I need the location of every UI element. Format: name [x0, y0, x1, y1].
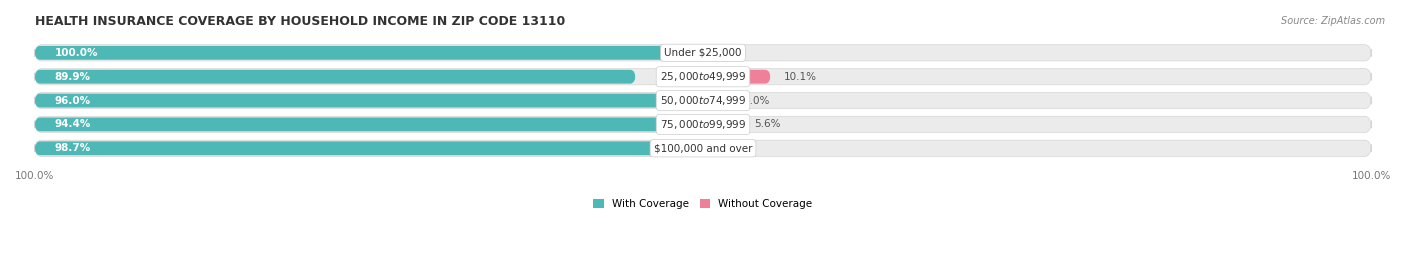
Text: 94.4%: 94.4%: [55, 119, 91, 129]
FancyBboxPatch shape: [703, 141, 711, 155]
FancyBboxPatch shape: [35, 140, 1371, 156]
FancyBboxPatch shape: [703, 117, 741, 131]
Text: 98.7%: 98.7%: [55, 143, 91, 153]
FancyBboxPatch shape: [35, 69, 1371, 85]
Text: Under $25,000: Under $25,000: [664, 48, 742, 58]
Text: $75,000 to $99,999: $75,000 to $99,999: [659, 118, 747, 131]
FancyBboxPatch shape: [35, 116, 1371, 133]
Text: $25,000 to $49,999: $25,000 to $49,999: [659, 70, 747, 83]
Text: 100.0%: 100.0%: [55, 48, 98, 58]
FancyBboxPatch shape: [35, 141, 695, 155]
Text: 5.6%: 5.6%: [754, 119, 780, 129]
FancyBboxPatch shape: [703, 94, 730, 107]
FancyBboxPatch shape: [35, 94, 676, 107]
FancyBboxPatch shape: [35, 45, 1371, 61]
Text: 96.0%: 96.0%: [55, 96, 91, 106]
FancyBboxPatch shape: [35, 117, 665, 131]
Text: 10.1%: 10.1%: [785, 72, 817, 82]
Text: 1.3%: 1.3%: [725, 143, 752, 153]
Text: 89.9%: 89.9%: [55, 72, 91, 82]
FancyBboxPatch shape: [35, 70, 636, 84]
Text: 0.0%: 0.0%: [717, 48, 742, 58]
Text: 4.0%: 4.0%: [744, 96, 769, 106]
FancyBboxPatch shape: [703, 70, 770, 84]
FancyBboxPatch shape: [35, 92, 1371, 109]
Text: $50,000 to $74,999: $50,000 to $74,999: [659, 94, 747, 107]
Legend: With Coverage, Without Coverage: With Coverage, Without Coverage: [593, 199, 813, 209]
Text: Source: ZipAtlas.com: Source: ZipAtlas.com: [1281, 16, 1385, 26]
Text: HEALTH INSURANCE COVERAGE BY HOUSEHOLD INCOME IN ZIP CODE 13110: HEALTH INSURANCE COVERAGE BY HOUSEHOLD I…: [35, 15, 565, 28]
Text: $100,000 and over: $100,000 and over: [654, 143, 752, 153]
FancyBboxPatch shape: [35, 46, 703, 60]
